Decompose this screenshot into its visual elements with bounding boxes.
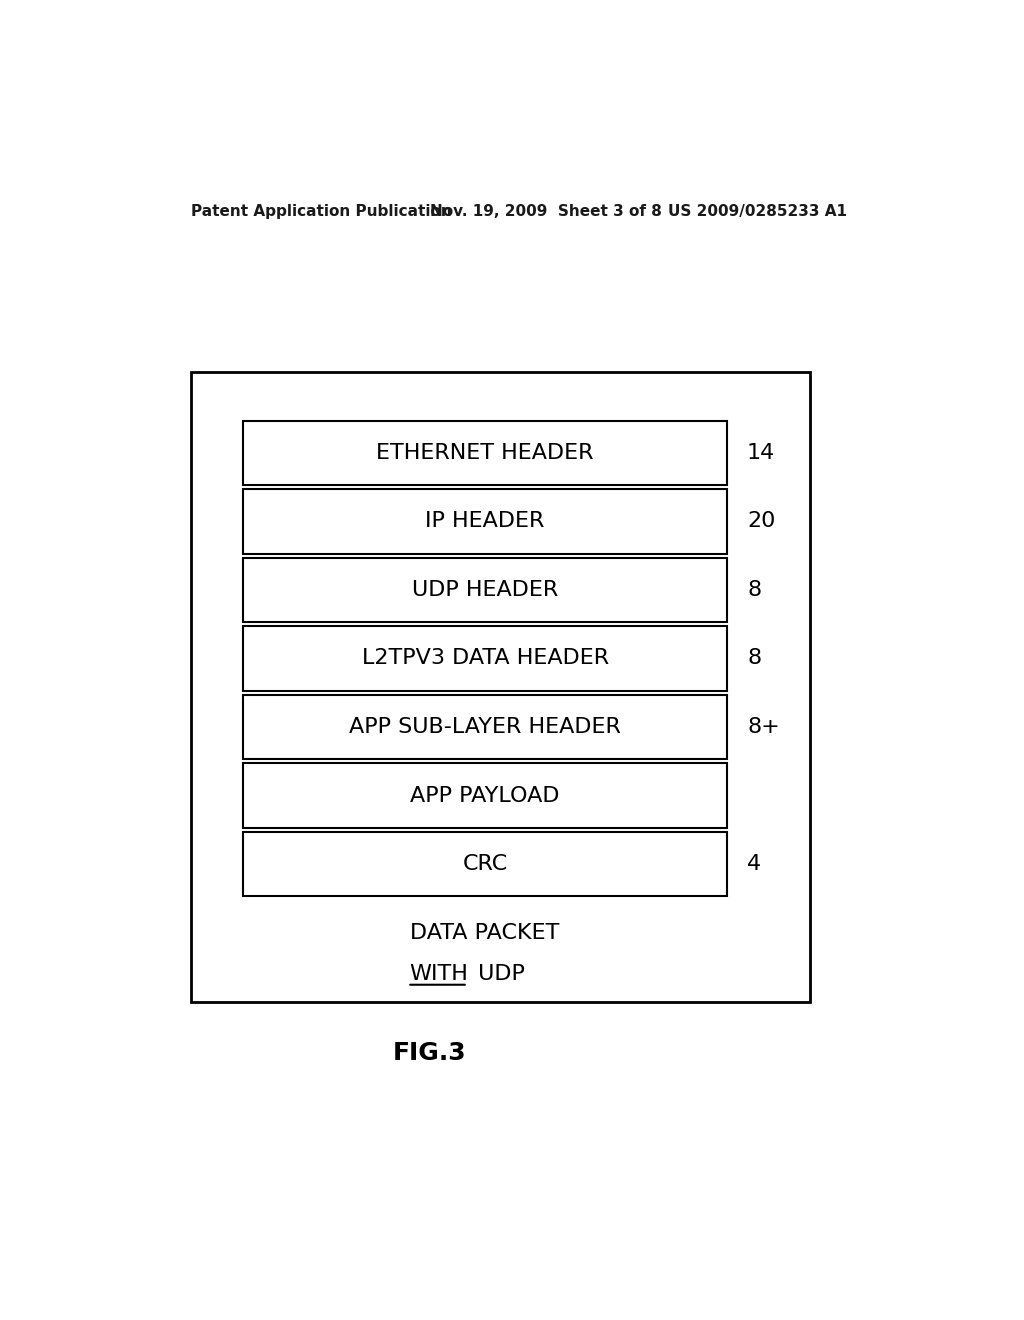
Text: 14: 14 <box>748 444 775 463</box>
Text: US 2009/0285233 A1: US 2009/0285233 A1 <box>668 205 847 219</box>
Text: DATA PACKET: DATA PACKET <box>411 923 560 942</box>
FancyBboxPatch shape <box>243 626 727 690</box>
Text: UDP HEADER: UDP HEADER <box>412 579 558 599</box>
Text: WITH: WITH <box>409 964 468 983</box>
Text: L2TPV3 DATA HEADER: L2TPV3 DATA HEADER <box>361 648 608 668</box>
FancyBboxPatch shape <box>243 763 727 828</box>
FancyBboxPatch shape <box>243 694 727 759</box>
Text: ETHERNET HEADER: ETHERNET HEADER <box>377 444 594 463</box>
Text: CRC: CRC <box>463 854 508 874</box>
Text: Nov. 19, 2009  Sheet 3 of 8: Nov. 19, 2009 Sheet 3 of 8 <box>430 205 662 219</box>
Text: APP SUB-LAYER HEADER: APP SUB-LAYER HEADER <box>349 717 622 737</box>
Text: IP HEADER: IP HEADER <box>425 511 545 532</box>
FancyBboxPatch shape <box>243 490 727 553</box>
Text: APP PAYLOAD: APP PAYLOAD <box>411 785 560 805</box>
Text: 8: 8 <box>748 579 761 599</box>
FancyBboxPatch shape <box>243 421 727 486</box>
Text: 8: 8 <box>748 648 761 668</box>
FancyBboxPatch shape <box>243 557 727 622</box>
FancyBboxPatch shape <box>243 832 727 896</box>
Text: UDP: UDP <box>471 964 524 983</box>
Text: FIG.3: FIG.3 <box>393 1041 466 1065</box>
Text: 4: 4 <box>748 854 761 874</box>
Text: 8+: 8+ <box>748 717 779 737</box>
FancyBboxPatch shape <box>191 372 811 1002</box>
Text: Patent Application Publication: Patent Application Publication <box>191 205 453 219</box>
Text: 20: 20 <box>748 511 775 532</box>
